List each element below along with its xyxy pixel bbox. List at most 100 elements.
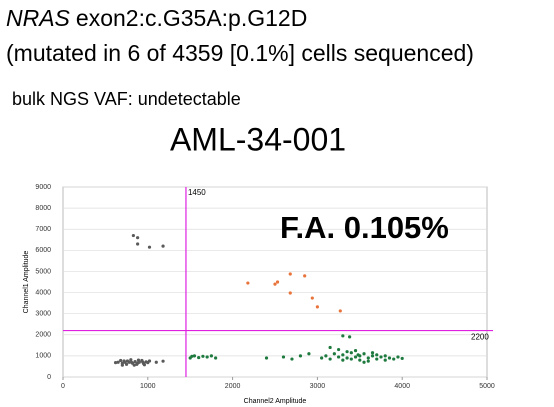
y-tick-label: 6000 [35, 247, 51, 254]
droplet [161, 359, 165, 363]
droplet [349, 351, 353, 355]
droplet [348, 335, 352, 339]
droplet [349, 357, 353, 361]
droplet [341, 353, 345, 357]
droplet [332, 352, 336, 356]
x-tick-label: 5000 [479, 383, 495, 390]
droplet [288, 291, 292, 295]
subtitle: (mutated in 6 of 4359 [0.1%] cells seque… [6, 40, 474, 66]
droplet [366, 359, 370, 363]
droplet [131, 233, 135, 238]
droplet [209, 354, 213, 358]
droplet [264, 356, 269, 360]
droplet [288, 272, 292, 276]
droplet [324, 354, 328, 358]
droplet [281, 355, 286, 359]
droplet [133, 359, 137, 364]
droplet [315, 305, 319, 309]
droplet [307, 352, 311, 356]
y-tick-label: 1000 [35, 353, 51, 360]
droplet [375, 357, 379, 361]
droplet [154, 360, 158, 364]
y-tick-label: 3000 [35, 311, 51, 318]
title: NRAS exon2:c.G35A:p.G12D [6, 5, 307, 31]
droplet [130, 360, 134, 365]
droplet [310, 296, 314, 300]
y-threshold-label: 2200 [471, 333, 489, 342]
sample-id: AML-34-001 [170, 121, 346, 157]
x-tick-label: 0 [61, 383, 65, 390]
droplet [123, 360, 127, 364]
droplet [201, 354, 205, 358]
droplet [190, 354, 194, 358]
droplet [353, 355, 358, 359]
droplet [214, 356, 218, 360]
droplet [120, 363, 124, 367]
droplet [387, 356, 392, 360]
droplet [362, 360, 366, 364]
droplet [147, 245, 152, 249]
x-tick-label: 2000 [225, 383, 241, 390]
droplet [396, 355, 400, 359]
droplet [341, 358, 345, 362]
droplet [400, 356, 404, 361]
y-tick-label: 5000 [35, 268, 51, 275]
y-tick-label: 9000 [35, 184, 51, 191]
droplet [345, 350, 349, 354]
droplet [136, 358, 141, 362]
title-variant: exon2:c.G35A:p.G12D [76, 5, 307, 31]
droplet [358, 358, 362, 362]
droplet [197, 355, 201, 360]
droplet [205, 355, 209, 359]
droplet [338, 309, 342, 313]
droplet [328, 345, 332, 350]
droplet [246, 281, 250, 285]
droplet [366, 356, 370, 360]
droplet [141, 360, 145, 364]
y-axis-label: Channel1 Amplitude [23, 251, 30, 314]
y-tick-label: 0 [47, 374, 51, 381]
droplet [125, 359, 130, 363]
droplet [362, 352, 366, 356]
droplet [116, 360, 120, 364]
droplet [113, 361, 118, 365]
droplet [345, 356, 349, 360]
x-tick-label: 1000 [140, 383, 156, 390]
droplet [328, 357, 332, 361]
droplet [119, 358, 123, 363]
droplet [132, 363, 136, 367]
x-tick-label: 4000 [394, 383, 410, 390]
droplet [136, 242, 140, 246]
droplet [392, 357, 396, 361]
droplet [370, 351, 375, 355]
droplet [290, 357, 294, 361]
droplet [337, 355, 341, 359]
droplet [161, 244, 165, 248]
droplet [142, 363, 147, 367]
droplet [275, 280, 280, 284]
droplet [383, 358, 387, 362]
droplet [192, 354, 197, 358]
y-tick-label: 2000 [35, 332, 51, 339]
droplet [375, 353, 379, 357]
droplet [353, 349, 358, 353]
title-gene: NRAS [6, 5, 71, 31]
note: bulk NGS VAF: undetectable [12, 89, 241, 109]
droplet [303, 274, 307, 278]
y-tick-label: 8000 [35, 205, 51, 212]
droplet [147, 359, 152, 363]
annotation: F.A. 0.105% [280, 210, 449, 245]
droplet [337, 347, 341, 352]
droplet [379, 355, 383, 359]
droplet [341, 334, 345, 338]
droplet [273, 282, 277, 286]
y-tick-label: 7000 [35, 226, 51, 233]
droplet [129, 358, 133, 362]
droplet [298, 354, 303, 358]
x-threshold-label: 1450 [188, 188, 206, 197]
droplet [370, 354, 375, 358]
y-tick-label: 4000 [35, 289, 51, 296]
droplet [356, 353, 360, 357]
x-axis-label: Channel2 Amplitude [244, 398, 307, 405]
